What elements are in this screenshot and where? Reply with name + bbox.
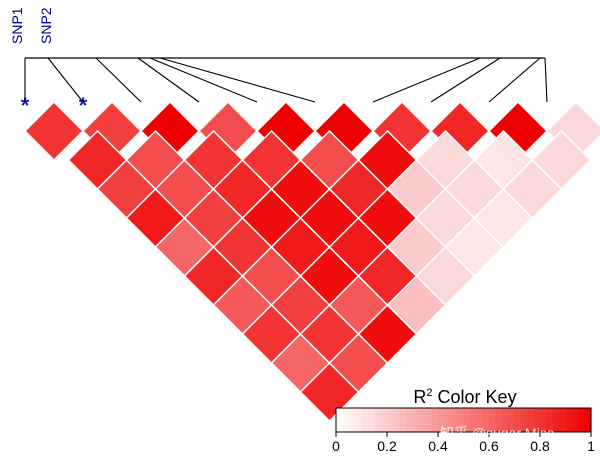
- color-key-segment: [469, 408, 477, 432]
- color-key-tick-label: 0.2: [377, 438, 397, 454]
- color-key-segment: [495, 408, 503, 432]
- color-key-segment: [438, 408, 445, 432]
- snp-connector-5: [149, 57, 258, 103]
- snp-connector-10: [544, 57, 548, 103]
- color-key-segment: [355, 408, 363, 432]
- color-key-title-r: R: [413, 387, 426, 407]
- color-key-segment: [463, 408, 471, 432]
- color-key: R2 Color Key 0 0.2 0.4 0.6 0.8 1: [332, 387, 595, 454]
- color-key-segment: [546, 408, 554, 432]
- color-key-segment: [571, 408, 579, 432]
- color-key-segment: [489, 408, 496, 432]
- snp-label-1: SNP1: [9, 7, 25, 44]
- snp-label-layer: SNP1 SNP2 * *: [9, 7, 88, 118]
- color-key-segment: [431, 408, 439, 432]
- color-key-segment: [393, 408, 401, 432]
- snp-marker-2: *: [79, 93, 88, 118]
- color-key-segment: [361, 408, 369, 432]
- color-key-segment: [552, 408, 560, 432]
- color-key-segment: [527, 408, 535, 432]
- color-key-segment: [520, 408, 528, 432]
- snp-connector-6: [159, 57, 316, 103]
- color-key-title-superscript: 2: [426, 387, 432, 399]
- snp-label-2: SNP2: [38, 7, 54, 44]
- color-key-segment: [367, 408, 375, 432]
- color-key-segment: [457, 408, 465, 432]
- snp-connector-8: [430, 57, 501, 103]
- color-key-title-suffix: Color Key: [433, 387, 517, 407]
- color-key-segment: [476, 408, 484, 432]
- color-key-segment: [387, 408, 394, 432]
- snp-connector-3: [95, 57, 142, 103]
- color-key-segment: [418, 408, 426, 432]
- color-key-segment: [450, 408, 458, 432]
- color-key-frame: [335, 407, 592, 433]
- color-key-segment: [399, 408, 407, 432]
- snp-connector-2: [47, 57, 84, 103]
- ld-cell-diag-1: [23, 100, 85, 162]
- color-key-segment: [425, 408, 433, 432]
- color-key-segment: [540, 408, 547, 432]
- color-key-segment: [578, 408, 586, 432]
- color-key-segment: [584, 408, 592, 432]
- color-key-segment: [412, 408, 420, 432]
- color-key-tick-label: 0: [332, 438, 340, 454]
- color-key-segment: [533, 408, 541, 432]
- color-key-segment: [565, 408, 573, 432]
- ld-cell-layer: [23, 100, 600, 423]
- color-key-segment: [374, 408, 382, 432]
- snp-connector-7: [372, 57, 481, 103]
- color-key-segment: [482, 408, 490, 432]
- color-key-segment: [559, 408, 567, 432]
- color-key-segment: [406, 408, 414, 432]
- color-key-tick-label: 0.8: [530, 438, 550, 454]
- color-key-segment: [342, 408, 350, 432]
- snp-marker-1: *: [21, 93, 30, 118]
- color-key-title: R2 Color Key: [413, 387, 516, 407]
- color-key-segment: [348, 408, 356, 432]
- snp-connector-9: [488, 57, 541, 103]
- color-key-segment: [336, 408, 343, 432]
- color-key-tick-label: 1: [587, 438, 595, 454]
- color-key-segment: [501, 408, 509, 432]
- snp-connector-layer: [24, 57, 548, 103]
- color-key-tick-label: 0.4: [428, 438, 448, 454]
- snp-connector-4: [137, 57, 200, 103]
- color-key-segment: [380, 408, 388, 432]
- color-key-segment: [508, 408, 516, 432]
- watermark: 知乎 @sugar Miso: [440, 425, 555, 441]
- color-key-tick-label: 0.6: [479, 438, 499, 454]
- ld-cell-9-10: [531, 129, 592, 191]
- color-key-segment: [514, 408, 522, 432]
- color-key-segment: [444, 408, 452, 432]
